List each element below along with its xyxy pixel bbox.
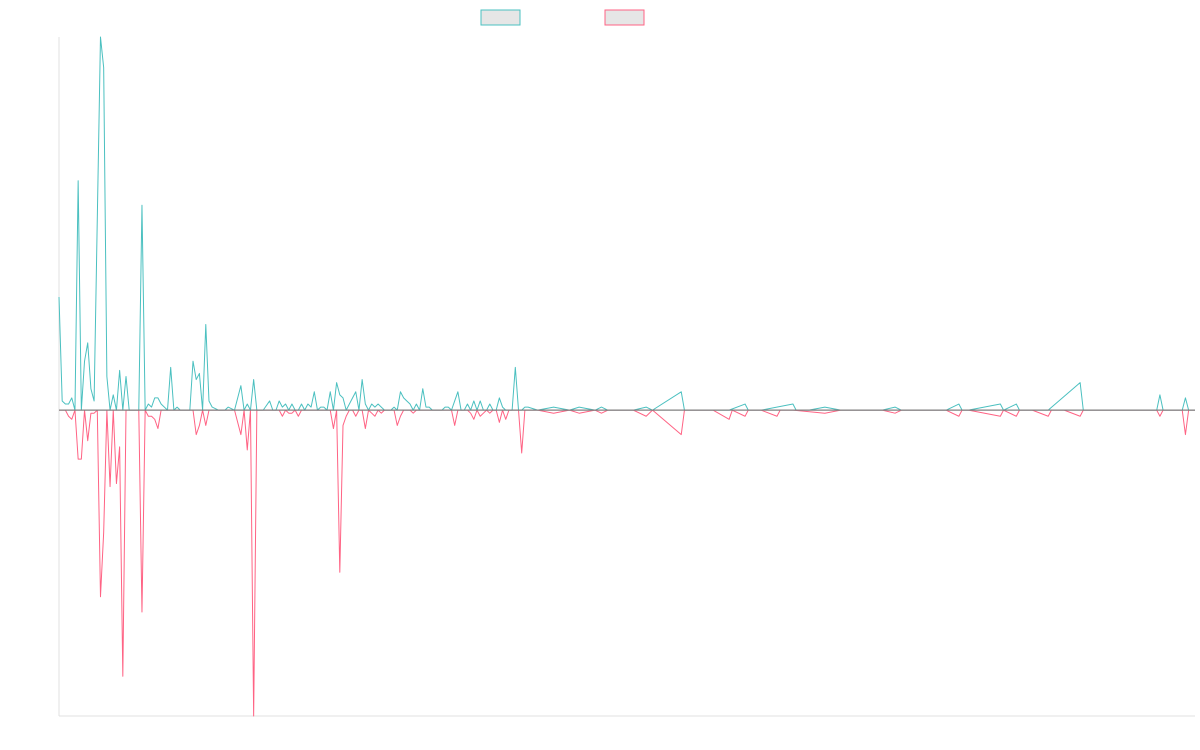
series-line-1 <box>58 36 1195 411</box>
series-line-2 <box>59 409 1195 717</box>
legend-swatch-2[interactable] <box>604 9 645 26</box>
legend[interactable] <box>480 9 645 26</box>
series-layer <box>58 36 1195 717</box>
axes <box>58 37 1195 717</box>
legend-swatch-1[interactable] <box>480 9 521 26</box>
